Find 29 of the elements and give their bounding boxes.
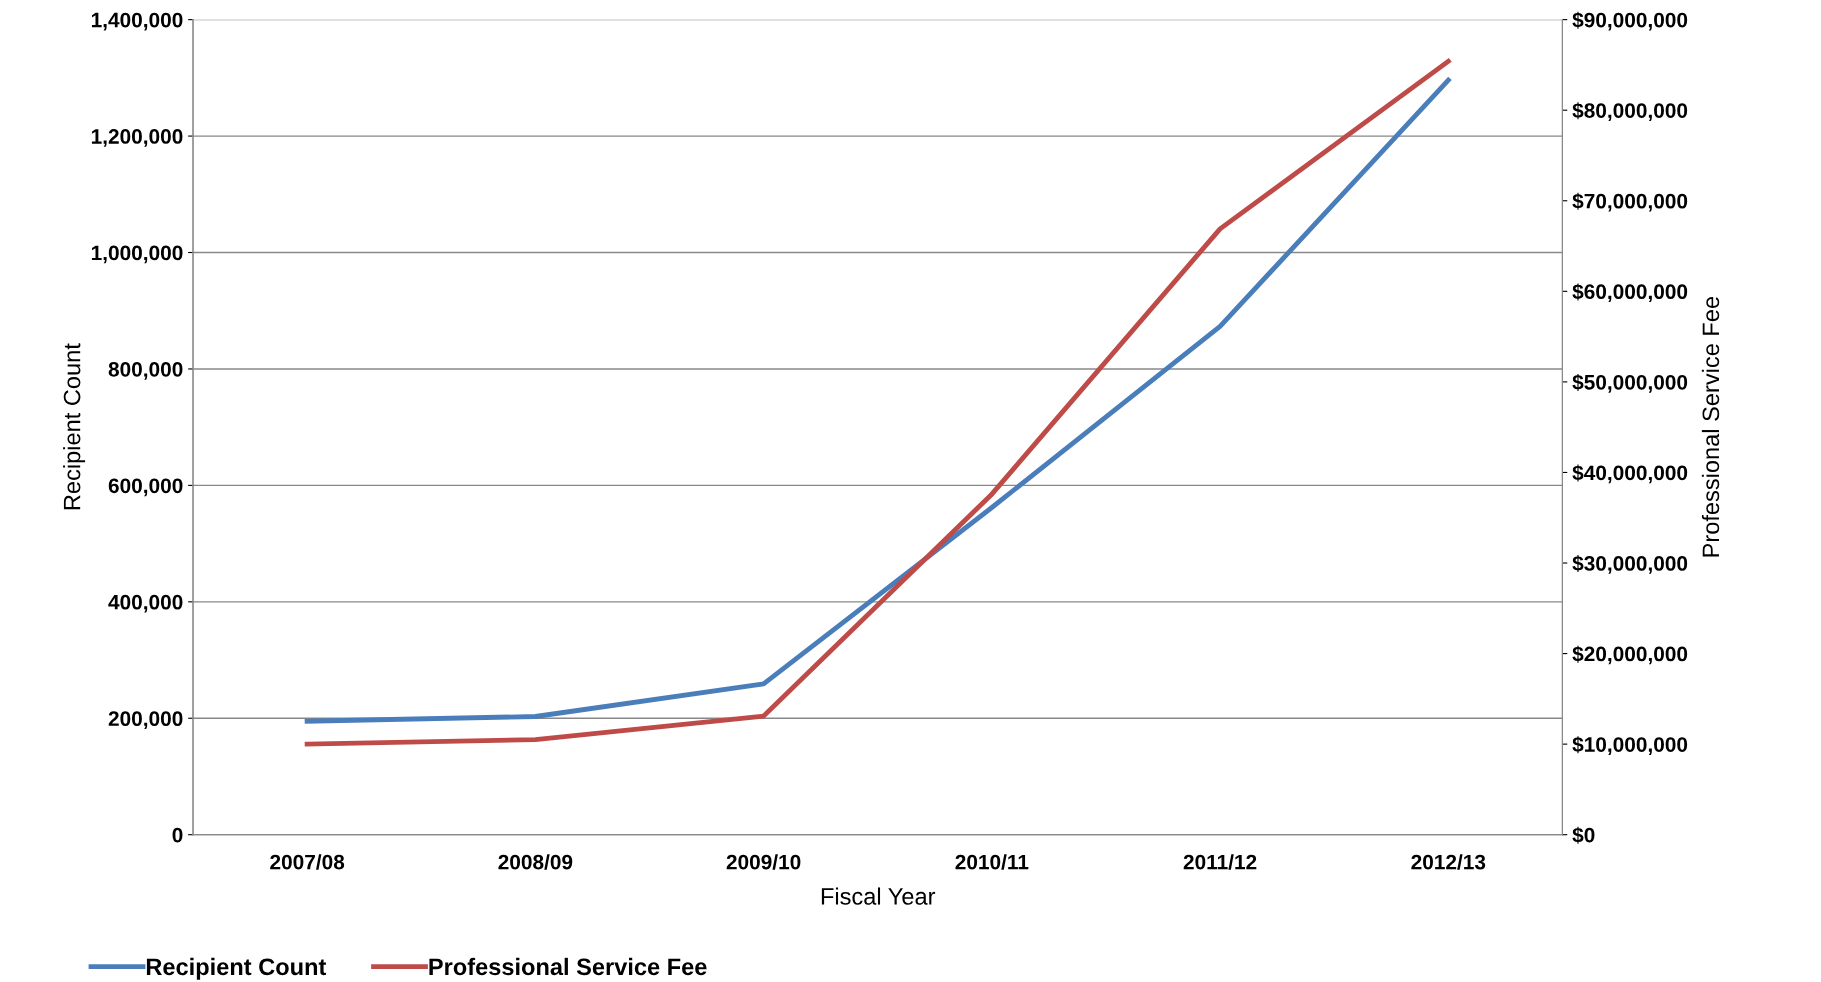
legend-label: Professional Service Fee: [429, 957, 707, 976]
y2-tick-label: $20,000,000: [1572, 645, 1688, 665]
y2-axis-title: Professional Service Fee: [1701, 296, 1720, 557]
y2-tick-label: $0: [1572, 826, 1595, 844]
legend-label: Recipient Count: [146, 957, 327, 980]
y-tick-label: 1,000,000: [91, 245, 183, 264]
y-tick-label: 400,000: [108, 594, 183, 613]
x-tick-label: 2011/12: [1183, 854, 1257, 870]
y2-tick-label: $50,000,000: [1572, 373, 1688, 393]
x-tick-label: 2009/10: [726, 854, 801, 870]
y-tick-label: 800,000: [108, 361, 183, 380]
x-tick-label: 2007/08: [270, 854, 345, 870]
x-axis-title: Fiscal Year: [821, 887, 936, 905]
y-tick-label: 600,000: [108, 478, 183, 497]
y2-tick-label: $70,000,000: [1572, 192, 1688, 212]
y-tick-label: 0: [172, 827, 183, 843]
y2-tick-label: $30,000,000: [1572, 555, 1688, 574]
x-tick-label: 2012/13: [1411, 854, 1486, 870]
y-tick-label: 1,400,000: [91, 12, 183, 31]
y2-tick-label: $40,000,000: [1572, 464, 1688, 484]
y-axis-title: Recipient Count: [63, 343, 86, 510]
x-tick-label: 2008/09: [498, 854, 573, 870]
y2-tick-label: $90,000,000: [1572, 11, 1688, 31]
y-tick-label: 1,200,000: [91, 129, 183, 147]
y2-tick-label: $60,000,000: [1572, 283, 1688, 303]
y2-tick-label: $10,000,000: [1572, 736, 1688, 755]
y2-tick-label: $80,000,000: [1572, 102, 1688, 121]
y-tick-label: 200,000: [108, 711, 183, 730]
x-tick-label: 2010/11: [955, 854, 1029, 870]
